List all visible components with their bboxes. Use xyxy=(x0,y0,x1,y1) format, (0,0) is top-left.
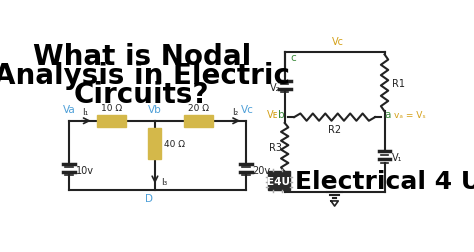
Text: I₂: I₂ xyxy=(232,108,238,117)
Bar xyxy=(184,115,213,127)
Text: E4U: E4U xyxy=(267,176,291,186)
Bar xyxy=(148,129,162,159)
Text: Circuits?: Circuits? xyxy=(74,80,210,108)
Text: V₂: V₂ xyxy=(270,82,281,92)
Text: Vc: Vc xyxy=(241,105,254,115)
Text: Analysis in Electric: Analysis in Electric xyxy=(0,61,290,89)
Text: 20v: 20v xyxy=(253,166,271,176)
Text: 20 Ω: 20 Ω xyxy=(188,104,209,113)
Text: 10 Ω: 10 Ω xyxy=(100,104,122,113)
Text: a: a xyxy=(384,110,391,120)
Text: Electrical 4 U: Electrical 4 U xyxy=(295,169,474,193)
Bar xyxy=(268,171,290,190)
Text: V₁: V₁ xyxy=(392,153,402,163)
Text: R1: R1 xyxy=(392,79,405,88)
Text: Vᴇ: Vᴇ xyxy=(267,110,279,120)
Text: 40 Ω: 40 Ω xyxy=(164,139,185,148)
Text: R2: R2 xyxy=(328,125,341,135)
Text: What is Nodal: What is Nodal xyxy=(33,43,251,71)
Text: vₐ = Vₛ: vₐ = Vₛ xyxy=(394,110,426,119)
Text: I₃: I₃ xyxy=(162,177,168,186)
Text: c: c xyxy=(291,53,296,63)
Bar xyxy=(97,115,126,127)
Text: 10v: 10v xyxy=(75,166,93,176)
Text: I₁: I₁ xyxy=(82,108,89,117)
Text: Vᴄ: Vᴄ xyxy=(332,37,344,47)
Text: R3: R3 xyxy=(269,143,282,153)
Text: b: b xyxy=(278,110,285,120)
Text: D: D xyxy=(145,193,153,203)
Text: Vb: Vb xyxy=(148,105,162,115)
Text: Va: Va xyxy=(63,105,75,115)
